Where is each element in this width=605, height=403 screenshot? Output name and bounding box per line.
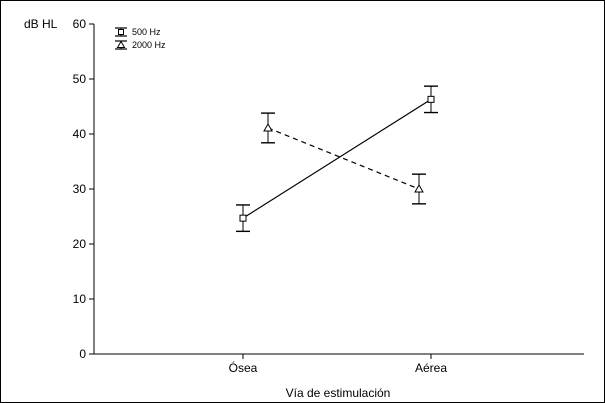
y-ticks: 0 10 20 30 40 50 60 [73, 17, 94, 361]
axes [93, 24, 584, 355]
y-tick-label: 30 [73, 182, 87, 196]
legend-label: 2000 Hz [132, 40, 166, 50]
legend-label: 500 Hz [132, 27, 161, 37]
y-tick-label: 50 [73, 72, 87, 86]
series-line [267, 127, 420, 190]
x-tick-label: Ósea [229, 360, 258, 375]
x-ticks: Ósea Aérea [229, 354, 447, 375]
y-tick-label: 20 [73, 237, 87, 251]
data-point-triangle [263, 122, 273, 132]
y-tick-label: 60 [73, 17, 87, 31]
y-tick-label: 40 [73, 127, 87, 141]
legend: 500 Hz 2000 Hz [115, 27, 166, 50]
x-tick-label: Aérea [415, 361, 447, 375]
y-axis-title: dB HL [24, 17, 58, 31]
plot-area [236, 85, 438, 233]
y-tick-label: 10 [73, 292, 87, 306]
data-point-square [239, 214, 247, 222]
x-axis-title: Vía de estimulación [286, 386, 391, 400]
y-tick-label: 0 [79, 347, 86, 361]
data-point-triangle [414, 183, 424, 193]
series-line [242, 98, 432, 219]
legend-marker-triangle [116, 40, 126, 48]
legend-marker-square [118, 29, 124, 35]
data-point-square [427, 95, 435, 103]
